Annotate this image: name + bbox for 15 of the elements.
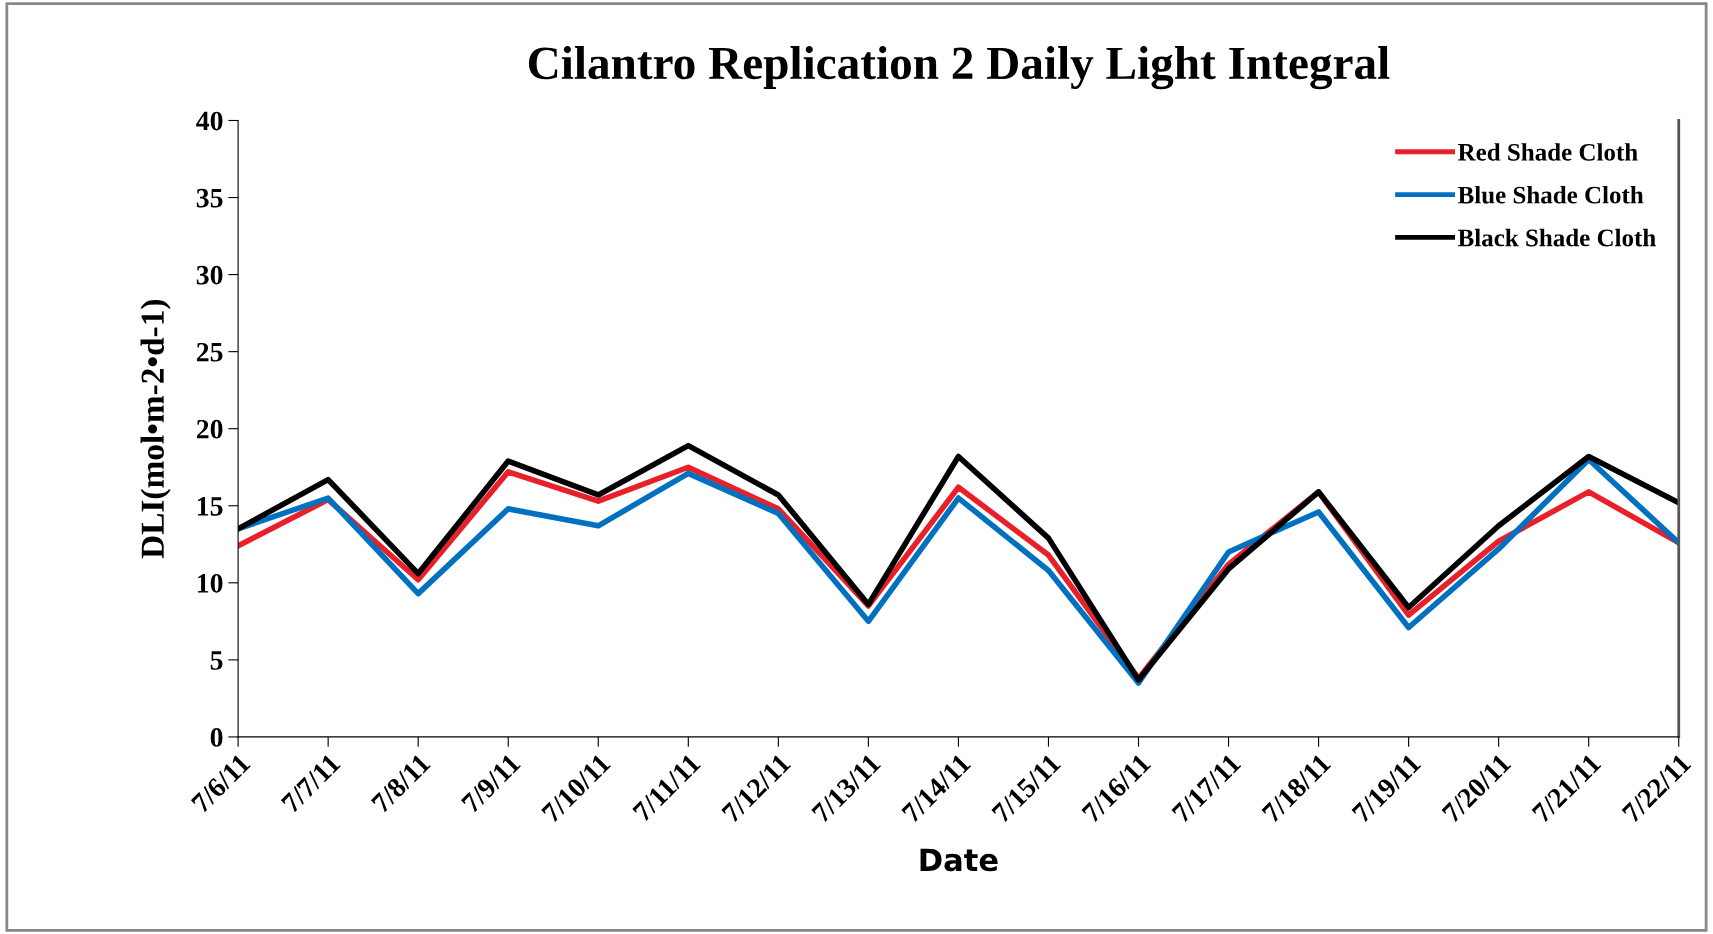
- legend-label: Black Shade Cloth: [1458, 228, 1656, 247]
- x-axis-title: Date: [920, 848, 998, 872]
- y-tick-label: 30: [196, 265, 223, 285]
- y-tick-label: 0: [210, 728, 223, 747]
- y-tick-label: 5: [210, 651, 223, 670]
- y-tick-label: 35: [196, 188, 223, 208]
- y-axis-title: DLI(mol•m-2•d-1): [140, 299, 171, 559]
- y-tick-label: 40: [196, 111, 223, 131]
- legend-label: Blue Shade Cloth: [1458, 185, 1644, 204]
- y-tick-label: 20: [196, 419, 223, 439]
- chart-title: Cilantro Replication 2 Daily Light Integral: [528, 46, 1390, 90]
- y-tick-label: 10: [197, 573, 223, 593]
- y-tick-label: 25: [196, 342, 223, 362]
- y-tick-label: 15: [197, 497, 223, 516]
- legend-label: Red Shade Cloth: [1458, 143, 1638, 161]
